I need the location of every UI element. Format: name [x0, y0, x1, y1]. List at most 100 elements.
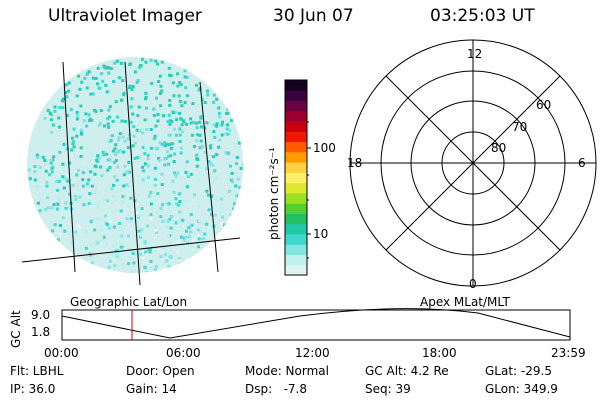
image-pixel: [53, 105, 57, 109]
image-pixel: [158, 74, 162, 78]
image-pixel: [112, 80, 116, 84]
image-pixel: [137, 105, 141, 109]
image-pixel: [87, 113, 91, 117]
image-pixel: [122, 173, 126, 177]
image-pixel: [183, 69, 187, 73]
image-pixel: [143, 118, 147, 122]
image-pixel: [113, 147, 117, 151]
image-pixel: [224, 151, 228, 155]
image-pixel: [118, 222, 122, 225]
image-pixel: [77, 74, 81, 78]
image-pixel: [112, 183, 116, 187]
image-pixel: [139, 252, 143, 256]
image-pixel: [50, 170, 54, 174]
image-pixel: [145, 128, 149, 132]
image-pixel: [56, 202, 60, 206]
image-pixel: [143, 260, 147, 264]
image-pixel: [50, 206, 54, 210]
altitude-ytick-1-8: 1.8: [31, 325, 51, 339]
image-pixel: [106, 252, 110, 256]
image-pixel: [61, 106, 65, 109]
image-pixel: [212, 155, 215, 159]
instrument-title: Ultraviolet Imager: [48, 6, 202, 26]
image-pixel: [41, 155, 45, 159]
image-pixel: [206, 93, 210, 97]
image-pixel: [212, 130, 216, 134]
image-pixel: [121, 195, 125, 199]
image-pixel: [110, 134, 114, 138]
image-pixel: [112, 194, 116, 198]
image-pixel: [180, 104, 184, 108]
image-pixel: [75, 134, 79, 138]
image-pixel: [205, 189, 209, 193]
image-pixel: [197, 237, 201, 241]
image-pixel: [168, 103, 172, 107]
image-pixel: [190, 245, 194, 248]
image-pixel: [217, 111, 221, 115]
image-pixel: [178, 263, 182, 267]
image-pixel: [127, 204, 131, 208]
image-pixel: [215, 153, 219, 157]
image-pixel: [167, 66, 171, 70]
image-pixel: [152, 113, 156, 117]
image-pixel: [67, 89, 71, 93]
image-pixel: [82, 203, 86, 207]
colorbar-tick-10: 10: [313, 227, 329, 241]
image-pixel: [120, 61, 123, 65]
image-pixel: [115, 178, 119, 182]
image-pixel: [103, 214, 107, 218]
image-pixel: [176, 84, 180, 88]
image-pixel: [108, 220, 112, 224]
image-pixel: [89, 243, 93, 247]
image-pixel: [71, 142, 75, 146]
image-pixel: [111, 119, 115, 123]
image-pixel: [165, 143, 169, 147]
image-pixel: [106, 199, 110, 203]
image-pixel: [164, 157, 168, 160]
image-pixel: [221, 228, 225, 232]
image-pixel: [130, 87, 134, 91]
colorbar-tick-100: 100: [313, 141, 336, 155]
image-pixel: [149, 217, 153, 221]
image-pixel: [89, 220, 93, 223]
image-pixel: [187, 235, 191, 239]
image-pixel: [132, 261, 136, 265]
image-pixel: [189, 121, 193, 125]
image-pixel: [200, 97, 204, 101]
image-pixel: [170, 142, 174, 146]
image-pixel: [195, 153, 199, 157]
image-pixel: [131, 208, 135, 212]
image-pixel: [167, 154, 171, 158]
image-pixel: [43, 117, 47, 120]
image-pixel: [141, 178, 145, 182]
image-pixel: [131, 112, 135, 116]
image-pixel: [155, 96, 158, 100]
image-pixel: [194, 139, 198, 143]
image-pixel: [213, 169, 217, 173]
image-pixel: [152, 137, 156, 141]
image-pixel: [81, 184, 85, 188]
colorbar-segment: [285, 172, 307, 184]
image-pixel: [94, 76, 98, 80]
image-pixel: [149, 202, 153, 206]
image-pixel: [88, 119, 92, 123]
image-pixel: [228, 189, 232, 193]
image-pixel: [109, 67, 113, 70]
image-pixel: [50, 130, 54, 134]
image-pixel: [229, 213, 233, 217]
image-pixel: [148, 250, 152, 254]
image-pixel: [178, 99, 182, 103]
image-pixel: [123, 164, 127, 168]
image-pixel: [209, 162, 213, 166]
image-pixel: [77, 168, 80, 172]
image-pixel: [108, 105, 112, 109]
image-pixel: [79, 146, 83, 150]
image-pixel: [161, 220, 165, 223]
info-flt: Flt: LBHL: [10, 364, 64, 378]
image-pixel: [120, 98, 123, 102]
image-pixel: [92, 217, 96, 221]
image-pixel: [163, 253, 167, 257]
image-pixel: [120, 234, 123, 238]
image-pixel: [185, 229, 188, 233]
image-pixel: [203, 101, 207, 104]
